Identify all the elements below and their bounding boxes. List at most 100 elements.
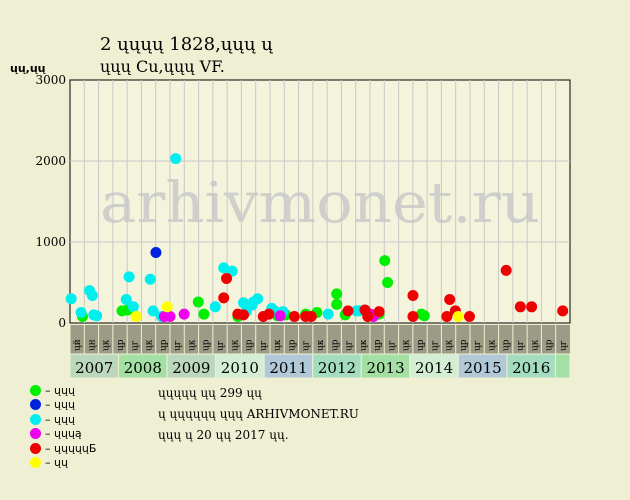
data-point bbox=[382, 277, 394, 288]
legend-item: – ųųų bbox=[30, 398, 96, 413]
half-year-label: ųр bbox=[373, 339, 383, 351]
legend-label: – ųųųą bbox=[45, 427, 82, 441]
legend-label: – ųųų bbox=[45, 383, 75, 397]
data-point bbox=[147, 305, 159, 317]
data-point bbox=[379, 255, 391, 267]
data-point bbox=[130, 311, 142, 323]
data-point bbox=[86, 289, 98, 301]
year-band bbox=[312, 353, 362, 379]
legend-marker bbox=[30, 413, 41, 425]
year-label: 2013 bbox=[366, 359, 404, 377]
half-year-label: ųр bbox=[416, 339, 426, 351]
legend-marker bbox=[30, 442, 41, 454]
data-point bbox=[514, 301, 526, 313]
legend-item: – ųųų bbox=[30, 412, 96, 427]
data-point bbox=[123, 271, 135, 283]
half-year-label: ųр bbox=[502, 339, 512, 351]
year-band bbox=[69, 353, 120, 379]
data-point bbox=[331, 288, 343, 300]
year-band bbox=[457, 353, 508, 379]
data-point bbox=[161, 301, 173, 313]
half-year-label: ųк bbox=[273, 339, 283, 351]
year-label: 2010 bbox=[221, 359, 259, 377]
year-band bbox=[554, 353, 571, 379]
data-point bbox=[127, 301, 139, 313]
data-point bbox=[526, 301, 538, 313]
half-year-label: ųк bbox=[230, 339, 240, 351]
data-point bbox=[170, 153, 182, 165]
data-point bbox=[144, 273, 156, 285]
data-point bbox=[362, 311, 374, 323]
info-line-date: ųųų ų 20 ųų 2017 ųų. bbox=[158, 428, 289, 442]
year-band bbox=[166, 353, 217, 379]
data-point bbox=[305, 311, 317, 323]
data-point bbox=[218, 292, 230, 304]
half-year-label: ųй bbox=[73, 339, 83, 351]
year-label: 2016 bbox=[512, 359, 550, 377]
year-band bbox=[215, 353, 265, 379]
data-point bbox=[373, 306, 385, 318]
half-year-label: ųр bbox=[245, 339, 255, 351]
data-point bbox=[75, 306, 87, 318]
data-point bbox=[209, 301, 221, 313]
data-point bbox=[252, 293, 264, 305]
half-year-label: ųк bbox=[102, 339, 112, 351]
half-year-label: ųг bbox=[130, 340, 140, 351]
legend-marker bbox=[30, 399, 41, 411]
y-tick-label: 1000 bbox=[35, 235, 66, 249]
legend-marker bbox=[30, 457, 41, 469]
chart-title: 2 ųųųų 1828,ųųų ų bbox=[100, 34, 273, 55]
half-year-label: ųк bbox=[445, 339, 455, 351]
year-band bbox=[506, 353, 556, 379]
half-year-label: ųг bbox=[216, 340, 226, 351]
legend-item: – ųųųųųБ bbox=[30, 441, 96, 456]
data-point bbox=[500, 264, 512, 276]
data-point bbox=[65, 293, 77, 305]
half-year-label: ųг bbox=[387, 340, 397, 351]
y-tick-label: 0 bbox=[58, 316, 66, 330]
legend-label: – ųų bbox=[45, 456, 68, 470]
half-year-label: ųк bbox=[187, 339, 197, 351]
half-year-label: ųг bbox=[516, 340, 526, 351]
year-label: 2008 bbox=[124, 359, 162, 377]
half-year-label: ųк bbox=[487, 339, 497, 351]
data-point bbox=[342, 305, 354, 317]
chart-subtitle: ųųų Cu,ųųų VF. bbox=[100, 57, 225, 76]
legend-label: – ųųų bbox=[45, 412, 75, 426]
y-tick-label: 3000 bbox=[35, 73, 66, 87]
half-year-label: ųг bbox=[259, 340, 269, 351]
data-point bbox=[221, 272, 233, 284]
legend-label: – ųųųųųБ bbox=[45, 441, 97, 455]
data-point bbox=[198, 308, 210, 320]
data-point bbox=[557, 305, 569, 317]
half-year-label: ųр bbox=[545, 339, 555, 351]
data-point bbox=[444, 294, 456, 306]
half-year-label: ųн bbox=[87, 339, 97, 351]
y-axis-label: ųų,ųų bbox=[10, 62, 46, 75]
year-band bbox=[263, 353, 314, 379]
info-block: ųųųųų ųų 299 ųų ų ųųųųųų ųųų ARHIVMONET.… bbox=[158, 383, 359, 446]
legend-marker bbox=[30, 428, 41, 440]
legend-item: – ųų bbox=[30, 456, 96, 471]
half-year-label: ųг bbox=[345, 340, 355, 351]
data-point bbox=[178, 308, 190, 320]
half-year-label: ųг bbox=[473, 340, 483, 351]
year-label: 2011 bbox=[269, 359, 307, 377]
legend-label: – ųųų bbox=[45, 398, 75, 412]
data-point bbox=[441, 311, 453, 323]
data-point bbox=[237, 297, 249, 309]
data-point bbox=[288, 311, 300, 323]
data-point bbox=[418, 310, 430, 322]
half-year-band bbox=[70, 325, 570, 354]
half-year-label: ųр bbox=[202, 339, 212, 351]
year-label: 2009 bbox=[172, 359, 210, 377]
half-year-label: ųк bbox=[402, 339, 412, 351]
year-label: 2014 bbox=[415, 359, 453, 377]
y-tick-label: 2000 bbox=[35, 154, 66, 168]
data-point bbox=[263, 308, 275, 320]
watermark-text: arhivmonet.ru bbox=[100, 171, 540, 236]
half-year-label: ųг bbox=[430, 340, 440, 351]
half-year-label: ųр bbox=[116, 339, 126, 351]
data-point bbox=[192, 296, 204, 308]
